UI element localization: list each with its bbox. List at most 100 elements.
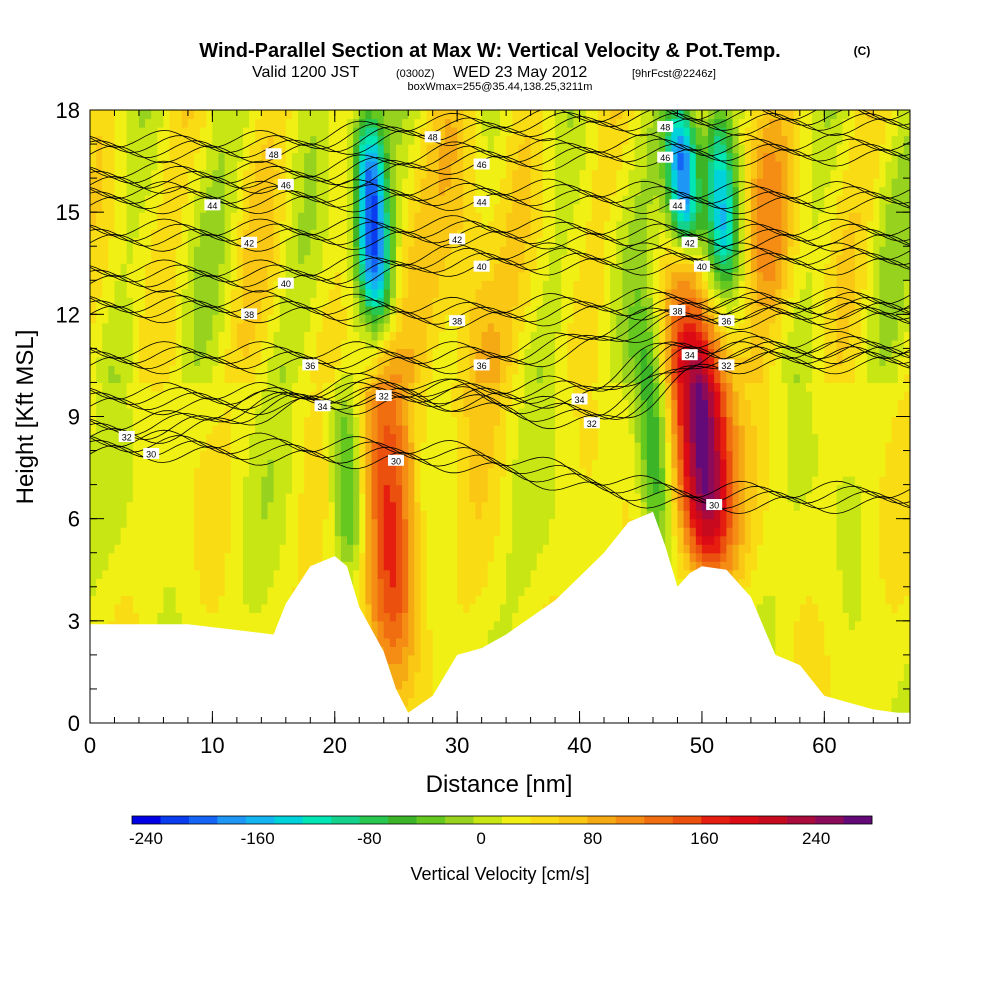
field-cell bbox=[212, 382, 220, 392]
field-cell bbox=[383, 339, 391, 349]
field-cell bbox=[194, 467, 201, 477]
field-cell bbox=[414, 152, 422, 162]
field-cell bbox=[126, 339, 134, 349]
field-cell bbox=[273, 535, 281, 545]
field-cell bbox=[126, 152, 134, 162]
field-cell bbox=[249, 527, 256, 537]
field-cell bbox=[114, 110, 122, 120]
field-cell bbox=[487, 144, 495, 154]
field-cell bbox=[249, 110, 256, 120]
field-cell bbox=[102, 544, 109, 554]
field-cell bbox=[200, 476, 207, 486]
field-cell bbox=[414, 382, 422, 392]
field-cell bbox=[432, 510, 440, 520]
field-cell bbox=[316, 203, 324, 213]
field-cell bbox=[298, 322, 305, 332]
field-cell bbox=[420, 552, 428, 562]
field-cell bbox=[145, 510, 152, 520]
field-cell bbox=[402, 552, 409, 562]
field-cell bbox=[353, 416, 360, 426]
field-cell bbox=[481, 229, 489, 239]
field-cell bbox=[347, 280, 354, 290]
field-cell bbox=[218, 552, 226, 562]
field-cell bbox=[151, 203, 158, 213]
field-cell bbox=[487, 246, 495, 256]
field-cell bbox=[163, 127, 171, 137]
field-cell bbox=[500, 433, 507, 443]
field-cell bbox=[408, 254, 415, 264]
field-cell bbox=[444, 144, 452, 154]
field-cell bbox=[408, 135, 415, 145]
field-cell bbox=[463, 493, 470, 503]
field-cell bbox=[347, 467, 354, 477]
field-cell bbox=[261, 527, 269, 537]
field-cell bbox=[475, 484, 483, 494]
field-cell bbox=[291, 229, 299, 239]
field-cell bbox=[359, 407, 366, 418]
field-cell bbox=[236, 246, 244, 256]
field-cell bbox=[512, 578, 519, 588]
field-cell bbox=[377, 425, 385, 435]
field-cell bbox=[395, 203, 403, 213]
field-cell bbox=[463, 246, 470, 256]
field-cell bbox=[463, 527, 470, 537]
field-cell bbox=[506, 263, 513, 273]
field-cell bbox=[255, 416, 262, 426]
field-cell bbox=[194, 612, 201, 622]
field-cell bbox=[145, 561, 152, 571]
field-cell bbox=[420, 629, 428, 639]
field-cell bbox=[493, 271, 501, 281]
field-cell bbox=[347, 271, 354, 281]
field-cell bbox=[371, 493, 379, 503]
field-cell bbox=[426, 578, 434, 588]
field-cell bbox=[475, 127, 483, 137]
field-cell bbox=[451, 348, 458, 358]
field-cell bbox=[402, 178, 409, 188]
field-cell bbox=[487, 331, 495, 341]
field-cell bbox=[230, 373, 238, 384]
field-cell bbox=[261, 297, 269, 307]
field-cell bbox=[383, 603, 391, 613]
field-cell bbox=[181, 229, 189, 239]
field-cell bbox=[493, 144, 501, 154]
field-cell bbox=[500, 237, 507, 247]
field-cell bbox=[163, 305, 171, 315]
field-cell bbox=[163, 110, 171, 120]
field-cell bbox=[310, 110, 318, 120]
field-cell bbox=[151, 288, 158, 298]
field-cell bbox=[96, 484, 103, 494]
field-cell bbox=[395, 407, 403, 418]
field-cell bbox=[310, 493, 318, 503]
field-cell bbox=[230, 322, 238, 332]
field-cell bbox=[444, 339, 452, 349]
field-cell bbox=[432, 552, 440, 562]
field-cell bbox=[291, 518, 299, 528]
field-cell bbox=[218, 186, 226, 196]
field-cell bbox=[267, 314, 275, 324]
field-cell bbox=[493, 263, 501, 273]
field-cell bbox=[316, 135, 324, 145]
field-cell bbox=[242, 178, 250, 188]
field-cell bbox=[200, 229, 207, 239]
field-cell bbox=[175, 527, 183, 537]
field-cell bbox=[175, 433, 183, 443]
field-cell bbox=[120, 314, 128, 324]
field-cell bbox=[493, 169, 501, 179]
field-cell bbox=[475, 399, 483, 409]
field-cell bbox=[316, 263, 324, 273]
field-cell bbox=[475, 169, 483, 179]
field-cell bbox=[96, 348, 103, 358]
field-cell bbox=[310, 535, 318, 545]
field-cell bbox=[261, 220, 269, 230]
field-cell bbox=[206, 561, 213, 571]
field-cell bbox=[285, 339, 293, 349]
field-cell bbox=[163, 586, 171, 596]
field-cell bbox=[402, 373, 409, 384]
field-cell bbox=[402, 280, 409, 290]
field-cell bbox=[120, 246, 128, 256]
field-cell bbox=[236, 118, 244, 128]
field-cell bbox=[138, 365, 146, 375]
field-cell bbox=[426, 612, 434, 622]
field-cell bbox=[316, 552, 324, 562]
field-cell bbox=[500, 442, 507, 452]
